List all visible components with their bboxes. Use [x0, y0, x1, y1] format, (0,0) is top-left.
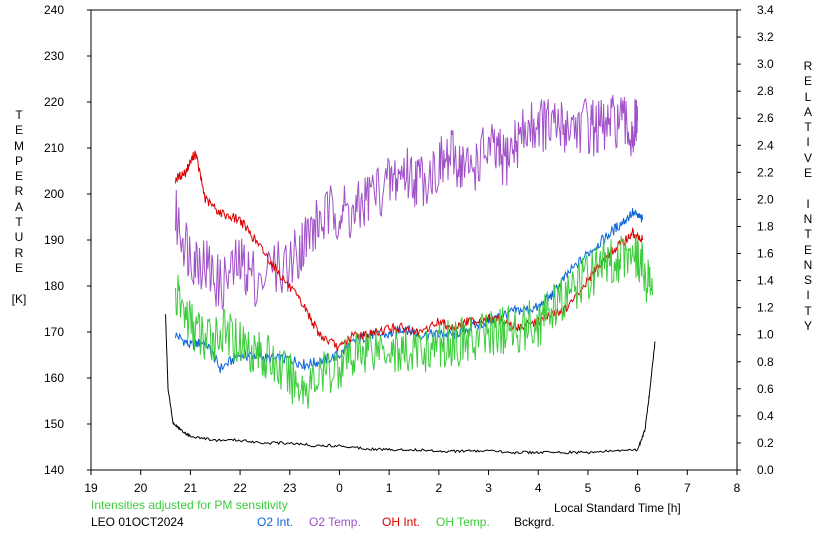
x-tick-label: 22 [233, 481, 247, 495]
axis-label-letter: T [804, 120, 812, 135]
axis-label-letter: V [803, 150, 812, 165]
legend-o2-int: O2 Int. [257, 515, 294, 529]
legend-oh-temp: OH Temp. [436, 515, 490, 529]
axis-label-letter: L [804, 89, 812, 104]
y-right-tick-label: 0.2 [757, 436, 774, 450]
y-right-tick-label: 0.0 [757, 463, 774, 477]
axis-label-letter: N [803, 257, 813, 272]
axis-label-letter [800, 181, 816, 196]
legend-o2-temp: O2 Temp. [309, 515, 361, 529]
x-tick-label: 6 [634, 481, 641, 495]
y-left-tick-label: 140 [44, 463, 64, 477]
axis-label-letter: E [803, 74, 812, 89]
axis-label-letter: T [15, 215, 23, 230]
axis-label-letter: I [806, 135, 810, 150]
y-left-tick-label: 220 [44, 95, 64, 109]
axis-label-letter: Y [803, 319, 812, 334]
x-tick-label: 8 [734, 481, 741, 495]
axis-label-letter: [K] [11, 291, 27, 306]
legend-bckgrd: Bckgrd. [514, 515, 555, 529]
axis-label-letter: T [804, 303, 812, 318]
axis-label-letter: E [14, 260, 23, 275]
x-tick-label: 23 [283, 481, 297, 495]
axis-label-letter: R [803, 59, 813, 73]
series-line-oh-int [175, 150, 644, 352]
axis-label-letter: R [14, 184, 24, 199]
y-left-tick-label: 170 [44, 325, 64, 339]
y-right-tick-label: 2.0 [757, 192, 774, 206]
y-right-tick-label: 2.2 [757, 165, 774, 179]
y-right-tick-label: 2.6 [757, 111, 774, 125]
y-left-tick-label: 200 [44, 187, 64, 201]
axis-label-letter: S [803, 273, 812, 288]
y-right-tick-label: 1.0 [757, 328, 774, 342]
series-line-oh-temp [175, 235, 653, 409]
y-right-tick-label: 3.4 [757, 3, 774, 17]
axis-label-letter: I [806, 288, 810, 303]
y-right-tick-label: 0.6 [757, 382, 774, 396]
x-tick-label: 5 [585, 481, 592, 495]
axis-label-letter: E [803, 242, 812, 257]
axis-label-letter: P [14, 153, 23, 168]
y-left-tick-label: 190 [44, 233, 64, 247]
x-tick-label: 19 [84, 481, 98, 495]
y-right-tick-label: 0.8 [757, 355, 774, 369]
axis-label-letter: M [14, 138, 24, 153]
axis-label-letter: E [803, 166, 812, 181]
y-right-tick-label: 1.8 [757, 219, 774, 233]
axis-label-letter: R [14, 245, 24, 260]
x-tick-label: 3 [485, 481, 492, 495]
y-right-tick-label: 1.4 [757, 274, 774, 288]
axis-label-letter: A [803, 104, 812, 119]
y-left-tick-label: 210 [44, 141, 64, 155]
x-tick-label: 20 [134, 481, 148, 495]
y-left-tick-label: 150 [44, 417, 64, 431]
series-layer [165, 94, 656, 455]
y-left-tick-label: 230 [44, 49, 64, 63]
x-tick-label: 1 [386, 481, 393, 495]
station-label: LEO 01OCT2024 [91, 515, 184, 529]
axis-label-letter: N [803, 211, 813, 226]
y-right-tick-label: 1.2 [757, 301, 774, 315]
y-right-tick-label: 2.8 [757, 84, 774, 98]
y-left-tick-label: 240 [44, 3, 64, 17]
axis-label-letter [11, 276, 27, 291]
series-line-o2-temp [175, 94, 639, 310]
axis-layer: 19 20 21 22 23 0 1 2 3 4 5 6 7 8140150160170180190200… [44, 3, 774, 495]
y-right-tick-label: 3.2 [757, 30, 774, 44]
x-tick-label: 2 [436, 481, 443, 495]
x-axis-label: Local Standard Time [h] [554, 501, 681, 515]
legend-oh-int: OH Int. [382, 515, 421, 529]
axis-label-letter: I [806, 196, 810, 211]
x-tick-label: 4 [535, 481, 542, 495]
x-tick-label: 7 [684, 481, 691, 495]
axis-label-letter: E [14, 169, 23, 184]
y-right-tick-label: 1.6 [757, 247, 774, 261]
axis-label-letter: T [15, 108, 23, 122]
series-line-bckgrd [165, 314, 656, 455]
x-tick-label: 0 [336, 481, 343, 495]
x-tick-label: 21 [184, 481, 198, 495]
y-right-tick-label: 3.0 [757, 57, 774, 71]
axis-label-letter: A [14, 199, 23, 214]
y-left-tick-label: 160 [44, 371, 64, 385]
y-left-tick-label: 180 [44, 279, 64, 293]
y-right-tick-label: 2.4 [757, 138, 774, 152]
axis-label-letter: E [14, 123, 23, 138]
note-text: Intensities adjusted for PM sensitivity [91, 498, 288, 512]
axis-label-letter: T [804, 227, 812, 242]
y-right-tick-label: 0.4 [757, 409, 774, 423]
axis-label-letter: U [14, 230, 24, 245]
